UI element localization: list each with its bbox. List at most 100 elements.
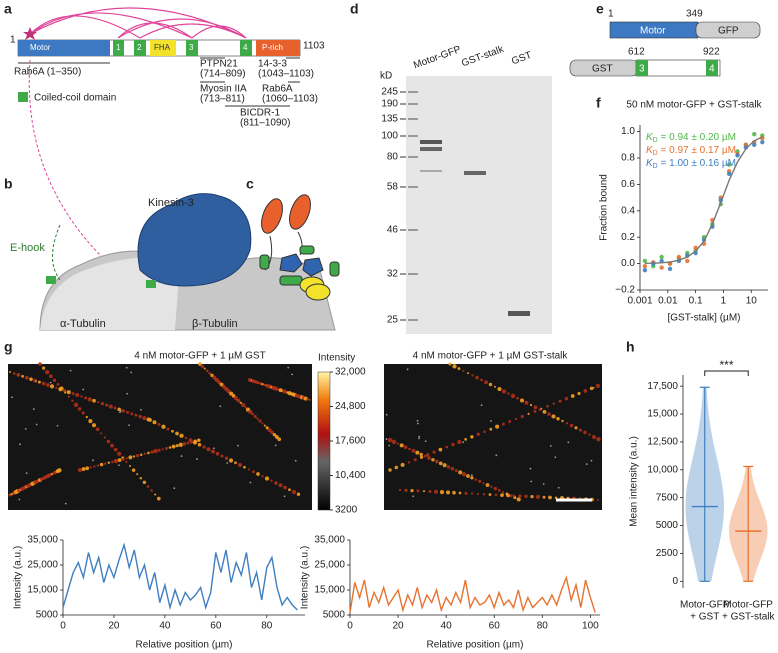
spot xyxy=(126,410,130,414)
start-residue: 1 xyxy=(10,35,16,46)
spot xyxy=(502,491,505,494)
spot xyxy=(385,438,388,440)
spot xyxy=(239,401,242,404)
spot xyxy=(97,401,100,404)
spot xyxy=(166,427,170,431)
spot xyxy=(574,426,578,430)
binder-name: 14-3-3 xyxy=(258,59,287,70)
spot xyxy=(8,370,12,374)
spot xyxy=(35,380,37,383)
data-point xyxy=(752,142,757,147)
start-residue: 612 xyxy=(628,47,645,58)
spot xyxy=(214,377,219,383)
marker-label: 46 xyxy=(387,225,399,236)
y-tick-label: 35,000 xyxy=(27,535,58,546)
spot xyxy=(488,493,492,496)
y-axis-label: Mean intensity (a.u.) xyxy=(629,436,640,527)
data-point xyxy=(752,132,757,137)
ladder-band xyxy=(408,156,418,158)
spot xyxy=(92,398,96,403)
x-tick-label: 100 xyxy=(582,621,599,632)
spot xyxy=(288,488,291,492)
spot xyxy=(117,451,122,456)
spot xyxy=(438,461,443,466)
spot xyxy=(132,455,136,458)
spot xyxy=(267,428,272,432)
spot xyxy=(514,417,518,421)
domain-diagram: 1 1103 Motor 1 2 FHA 3 4 P-rich Rab6A (1… xyxy=(10,7,325,129)
spot xyxy=(554,496,558,500)
spot xyxy=(448,362,452,366)
spot xyxy=(564,396,569,401)
gel-background xyxy=(406,76,552,334)
coiled-coil xyxy=(134,40,146,56)
spot xyxy=(524,400,529,405)
marker-label: 100 xyxy=(381,131,398,142)
spot xyxy=(55,386,58,389)
spot xyxy=(464,491,468,495)
spot xyxy=(567,441,570,444)
spot xyxy=(226,462,229,464)
spot xyxy=(256,472,260,476)
spot xyxy=(450,467,455,471)
spot xyxy=(400,462,405,467)
domain-label: 4 xyxy=(243,43,248,52)
spot xyxy=(512,494,516,497)
spot xyxy=(41,366,46,370)
x-tick-label: 40 xyxy=(441,621,453,632)
end-residue: 922 xyxy=(703,47,720,58)
binder-name: BICDR-1 xyxy=(240,108,280,119)
spot xyxy=(403,445,408,450)
domain-label: 4 xyxy=(709,64,715,75)
chart-title: 50 nM motor-GFP + GST-stalk xyxy=(626,100,762,111)
spot xyxy=(35,423,38,426)
x-tick-label: 60 xyxy=(489,621,501,632)
ladder-band xyxy=(408,273,418,275)
spot xyxy=(569,423,574,428)
data-point xyxy=(726,162,732,167)
spot xyxy=(518,494,522,498)
domain-label: Motor xyxy=(640,26,666,37)
spot xyxy=(458,491,462,495)
data-point xyxy=(685,258,690,264)
kd-symbol: K xyxy=(646,145,654,156)
gel-band xyxy=(508,311,530,316)
spot xyxy=(529,403,533,407)
domain-label: GFP xyxy=(718,26,739,37)
gel-band xyxy=(420,140,442,144)
spot xyxy=(407,461,411,464)
microscopy-image xyxy=(384,364,602,510)
end-residue: 349 xyxy=(686,9,703,20)
spot xyxy=(175,431,179,436)
y-tick-label: 25,000 xyxy=(314,560,345,571)
spot xyxy=(308,398,311,402)
spot xyxy=(16,373,21,377)
x-tick-label: 1 xyxy=(721,296,727,307)
spot xyxy=(100,432,103,435)
spot xyxy=(142,480,147,484)
cartoon xyxy=(259,194,340,301)
data-point xyxy=(642,268,648,273)
spot xyxy=(501,389,507,394)
spot xyxy=(93,465,96,468)
domain-label: 3 xyxy=(189,43,194,52)
spot xyxy=(461,472,467,477)
spot xyxy=(156,496,161,501)
spot xyxy=(85,415,88,419)
spot xyxy=(419,452,423,457)
spot xyxy=(493,385,497,388)
spot xyxy=(210,449,216,454)
spot xyxy=(49,381,52,384)
spot xyxy=(107,461,111,465)
y-tick-label: 2500 xyxy=(656,548,679,559)
spot xyxy=(173,487,176,490)
spot xyxy=(291,489,297,495)
domain-label: 1 xyxy=(116,43,121,52)
annotation-text: = 0.94 ± 0.20 µM xyxy=(658,132,736,143)
spot xyxy=(428,489,432,494)
domain-label: P-rich xyxy=(262,43,283,52)
spot xyxy=(590,459,593,462)
spot xyxy=(418,437,420,440)
x-tick-label: 0.1 xyxy=(689,296,703,307)
